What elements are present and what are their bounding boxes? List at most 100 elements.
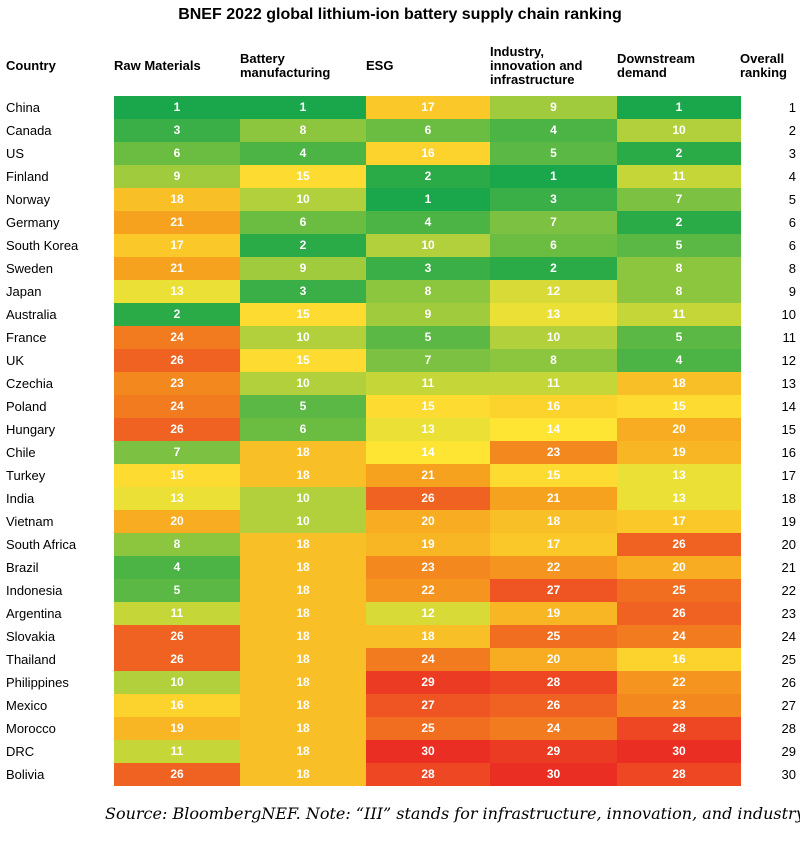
overall-ranking: 2 — [788, 123, 796, 138]
score-cell-industry-innovation: 20 — [490, 648, 617, 671]
score-cell-industry-innovation: 4 — [490, 119, 617, 142]
score-cell-downstream-demand: 11 — [617, 165, 741, 188]
column-header-country: Country — [6, 40, 106, 92]
score-cell-downstream-demand: 22 — [617, 671, 741, 694]
table-row: Germany 21 6 4 7 2 6 — [0, 211, 800, 234]
country-label: DRC — [6, 744, 35, 759]
score-cell-battery-manufacturing: 10 — [240, 326, 366, 349]
overall-ranking: 1 — [788, 100, 796, 115]
score-cell-industry-innovation: 17 — [490, 533, 617, 556]
score-cell-industry-innovation: 19 — [490, 602, 617, 625]
score-cell-esg: 11 — [366, 372, 490, 395]
score-cell-raw-materials: 7 — [114, 441, 240, 464]
score-cell-industry-innovation: 16 — [490, 395, 617, 418]
score-cell-battery-manufacturing: 18 — [240, 579, 366, 602]
country-label: Canada — [6, 123, 52, 138]
table-row: Argentina 11 18 12 19 26 23 — [0, 602, 800, 625]
table-row: Japan 13 3 8 12 8 9 — [0, 280, 800, 303]
score-cell-raw-materials: 26 — [114, 418, 240, 441]
country-label: France — [6, 330, 47, 345]
score-cell-downstream-demand: 1 — [617, 96, 741, 119]
column-header-line: Overall — [740, 51, 785, 66]
score-cell-esg: 14 — [366, 441, 490, 464]
table-row: DRC 11 18 30 29 30 29 — [0, 740, 800, 763]
score-cell-downstream-demand: 5 — [617, 326, 741, 349]
overall-ranking: 3 — [788, 146, 796, 161]
table-row: Indonesia 5 18 22 27 25 22 — [0, 579, 800, 602]
country-label: China — [6, 100, 40, 115]
overall-ranking: 26 — [781, 675, 796, 690]
score-cell-industry-innovation: 25 — [490, 625, 617, 648]
score-cell-industry-innovation: 2 — [490, 257, 617, 280]
country-label: Argentina — [6, 606, 62, 621]
score-cell-downstream-demand: 23 — [617, 694, 741, 717]
score-cell-battery-manufacturing: 10 — [240, 510, 366, 533]
score-cell-industry-innovation: 14 — [490, 418, 617, 441]
score-cell-downstream-demand: 26 — [617, 533, 741, 556]
score-cell-battery-manufacturing: 18 — [240, 671, 366, 694]
score-cell-esg: 24 — [366, 648, 490, 671]
score-cell-battery-manufacturing: 18 — [240, 533, 366, 556]
table-row: Finland 9 15 2 1 11 4 — [0, 165, 800, 188]
score-cell-industry-innovation: 12 — [490, 280, 617, 303]
score-cell-raw-materials: 15 — [114, 464, 240, 487]
country-label: Czechia — [6, 376, 53, 391]
score-cell-downstream-demand: 13 — [617, 487, 741, 510]
score-cell-battery-manufacturing: 6 — [240, 211, 366, 234]
country-label: Vietnam — [6, 514, 54, 529]
score-cell-battery-manufacturing: 15 — [240, 303, 366, 326]
score-cell-raw-materials: 21 — [114, 257, 240, 280]
score-cell-battery-manufacturing: 9 — [240, 257, 366, 280]
score-cell-downstream-demand: 20 — [617, 418, 741, 441]
score-cell-raw-materials: 13 — [114, 487, 240, 510]
country-label: UK — [6, 353, 25, 368]
score-cell-raw-materials: 24 — [114, 395, 240, 418]
column-header-line: Downstream — [617, 51, 696, 66]
country-label: Hungary — [6, 422, 56, 437]
score-cell-downstream-demand: 11 — [617, 303, 741, 326]
score-cell-battery-manufacturing: 15 — [240, 165, 366, 188]
score-cell-raw-materials: 4 — [114, 556, 240, 579]
score-cell-esg: 28 — [366, 763, 490, 786]
column-header-overall-ranking: Overall ranking — [740, 40, 800, 92]
score-cell-industry-innovation: 1 — [490, 165, 617, 188]
country-label: Indonesia — [6, 583, 63, 598]
table-row: India 13 10 26 21 13 18 — [0, 487, 800, 510]
score-cell-esg: 20 — [366, 510, 490, 533]
overall-ranking: 4 — [788, 169, 796, 184]
score-cell-raw-materials: 11 — [114, 602, 240, 625]
score-cell-esg: 26 — [366, 487, 490, 510]
score-cell-industry-innovation: 23 — [490, 441, 617, 464]
country-label: Slovakia — [6, 629, 56, 644]
score-cell-downstream-demand: 10 — [617, 119, 741, 142]
score-cell-raw-materials: 26 — [114, 648, 240, 671]
table-row: France 24 10 5 10 5 11 — [0, 326, 800, 349]
country-label: Morocco — [6, 721, 56, 736]
column-header-line: ranking — [740, 65, 787, 80]
score-cell-esg: 1 — [366, 188, 490, 211]
table-row: UK 26 15 7 8 4 12 — [0, 349, 800, 372]
overall-ranking: 6 — [788, 215, 796, 230]
score-cell-esg: 9 — [366, 303, 490, 326]
score-cell-battery-manufacturing: 18 — [240, 556, 366, 579]
table-row: Bolivia 26 18 28 30 28 30 — [0, 763, 800, 786]
score-cell-esg: 30 — [366, 740, 490, 763]
table-row: Australia 2 15 9 13 11 10 — [0, 303, 800, 326]
score-cell-downstream-demand: 18 — [617, 372, 741, 395]
score-cell-industry-innovation: 7 — [490, 211, 617, 234]
overall-ranking: 22 — [781, 583, 796, 598]
score-cell-downstream-demand: 7 — [617, 188, 741, 211]
score-cell-industry-innovation: 29 — [490, 740, 617, 763]
score-cell-esg: 7 — [366, 349, 490, 372]
overall-ranking: 24 — [781, 629, 796, 644]
score-cell-esg: 22 — [366, 579, 490, 602]
score-cell-downstream-demand: 30 — [617, 740, 741, 763]
score-cell-raw-materials: 16 — [114, 694, 240, 717]
overall-ranking: 15 — [781, 422, 796, 437]
column-header-esg: ESG — [366, 40, 486, 92]
column-header-raw-materials: Raw Materials — [114, 40, 234, 92]
table-row: Slovakia 26 18 18 25 24 24 — [0, 625, 800, 648]
overall-ranking: 21 — [781, 560, 796, 575]
score-cell-esg: 6 — [366, 119, 490, 142]
overall-ranking: 29 — [781, 744, 796, 759]
